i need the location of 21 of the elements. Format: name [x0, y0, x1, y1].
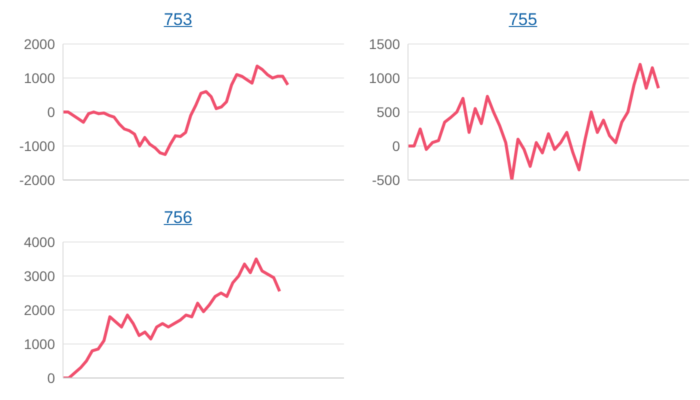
line-series [406, 62, 660, 180]
chart-title: 755 [508, 9, 538, 31]
y-tick-label: 0 [392, 138, 400, 154]
y-tick-label: 2000 [24, 302, 56, 318]
y-tick-label: 1000 [368, 70, 400, 86]
y-tick-label: 3000 [24, 268, 56, 284]
y-tick-label: 1000 [24, 70, 56, 86]
y-tick-label: 1000 [24, 336, 56, 352]
line-series [62, 258, 282, 378]
y-tick-label: 500 [376, 104, 400, 120]
y-tick-label: 4000 [24, 234, 56, 250]
y-tick-label: -500 [372, 172, 400, 188]
y-tick-label: 0 [47, 370, 56, 386]
y-tick-label: 0 [47, 104, 56, 120]
y-tick-label: 1500 [368, 36, 400, 52]
line-series [62, 64, 290, 156]
chart-title: 756 [162, 207, 194, 229]
chart-title: 753 [162, 9, 194, 31]
y-tick-label: 2000 [24, 36, 56, 52]
y-tick-label: -2000 [19, 172, 56, 188]
y-tick-label: -1000 [19, 138, 56, 154]
